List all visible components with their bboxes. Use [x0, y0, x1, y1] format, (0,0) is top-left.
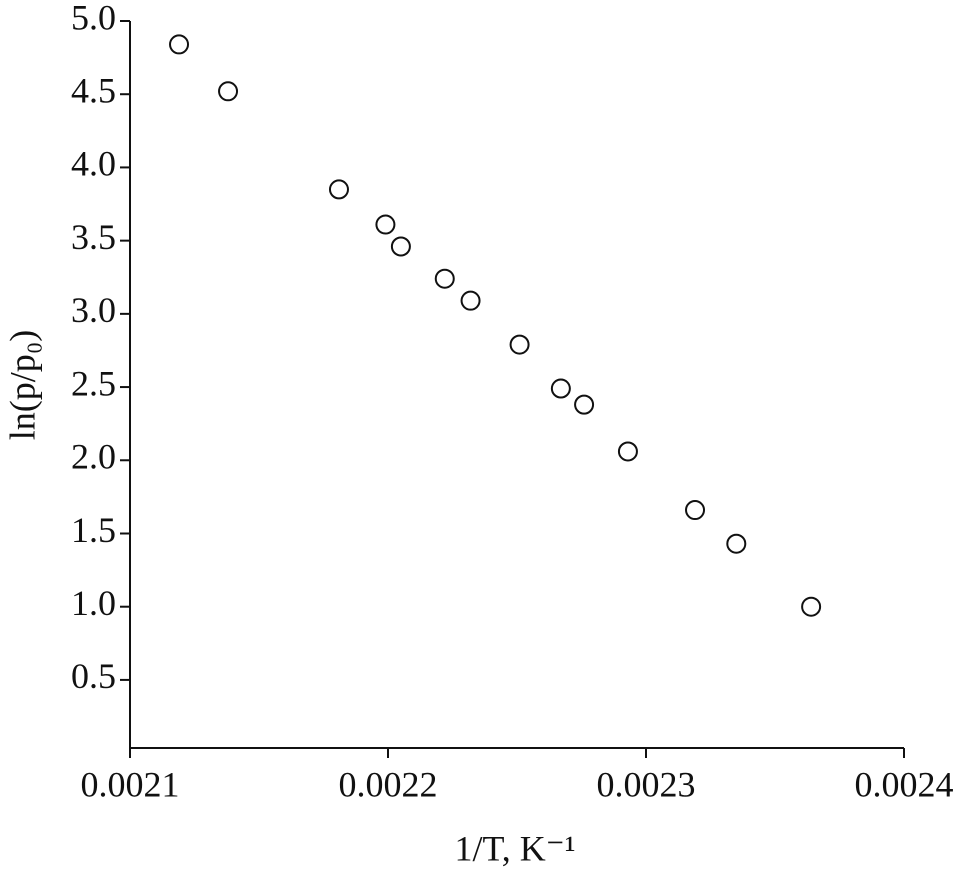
- y-tick-label: 4.0: [71, 144, 116, 184]
- y-tick-label: 4.5: [71, 70, 116, 110]
- point: [726, 533, 747, 554]
- point: [434, 268, 455, 289]
- point: [390, 236, 411, 257]
- y-axis-label: ln(p/p₀): [2, 330, 42, 441]
- y-tick-label: 1.5: [71, 510, 116, 550]
- point: [460, 290, 481, 311]
- x-tick-label: 0.0021: [81, 764, 180, 804]
- point: [550, 378, 571, 399]
- y-tick-label: 1.0: [71, 583, 116, 623]
- point: [617, 441, 638, 462]
- point: [574, 394, 595, 415]
- y-tick-label: 0.5: [71, 656, 116, 696]
- point: [509, 334, 530, 355]
- point: [328, 179, 349, 200]
- point: [218, 81, 239, 102]
- y-tick-label: 3.0: [71, 290, 116, 330]
- point: [801, 596, 822, 617]
- y-tick-label: 3.5: [71, 217, 116, 257]
- y-tick-label: 2.0: [71, 437, 116, 477]
- x-tick-label: 0.0022: [339, 764, 438, 804]
- point: [685, 500, 706, 521]
- x-axis-label: 1/T, K⁻¹: [454, 828, 575, 868]
- point: [375, 214, 396, 235]
- x-tick-label: 0.0024: [855, 764, 954, 804]
- x-tick-label: 0.0023: [597, 764, 696, 804]
- point: [169, 34, 190, 55]
- y-tick-label: 5.0: [71, 0, 116, 37]
- y-tick-label: 2.5: [71, 363, 116, 403]
